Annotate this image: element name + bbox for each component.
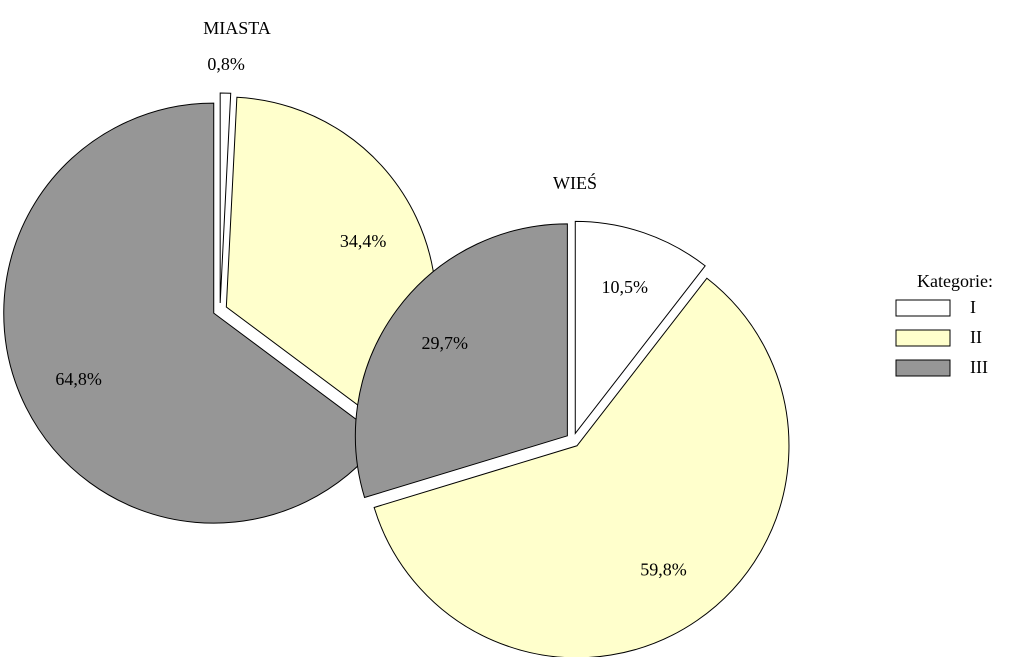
legend-label: II [970, 327, 982, 347]
legend-label: III [970, 357, 988, 377]
legend-title: Kategorie: [917, 271, 993, 291]
legend-swatch [895, 299, 951, 317]
data-label: 64,8% [55, 369, 102, 389]
pie-slice [219, 92, 232, 304]
pie-slice [3, 102, 383, 524]
pie-slice [574, 220, 706, 435]
pie-slice [354, 223, 568, 499]
data-label: 0,8% [207, 54, 245, 74]
data-label: 34,4% [340, 231, 387, 251]
legend-label: I [970, 297, 976, 317]
data-label: 59,8% [640, 560, 687, 580]
data-label: 10,5% [601, 277, 648, 297]
data-label: 29,7% [421, 333, 468, 353]
pie-slice [373, 277, 790, 657]
pie-title: MIASTA [203, 18, 271, 38]
pie-title: WIEŚ [553, 172, 597, 193]
legend-swatch [895, 329, 951, 347]
legend-swatch [895, 359, 951, 377]
